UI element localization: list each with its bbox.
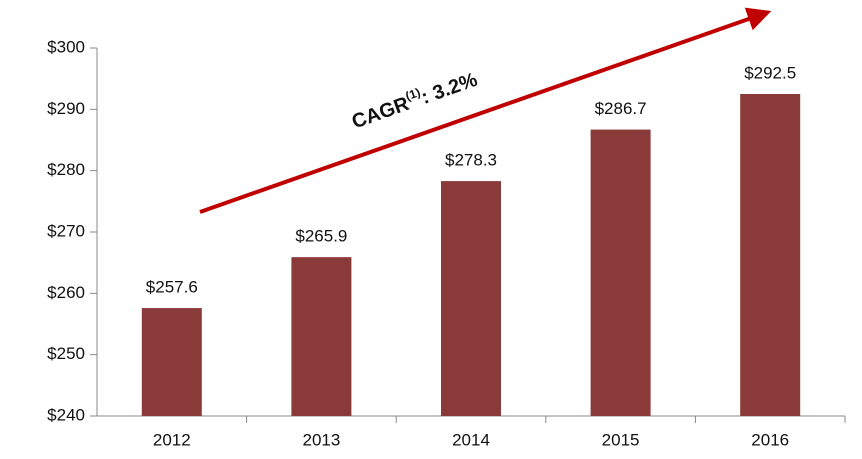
bar xyxy=(441,181,501,416)
y-tick-label: $250 xyxy=(47,344,85,363)
x-tick-label: 2014 xyxy=(452,430,490,449)
value-label: $286.7 xyxy=(595,99,647,118)
annotation-text: : 3.2% xyxy=(419,69,481,109)
x-tick-label: 2016 xyxy=(751,430,789,449)
bar xyxy=(590,129,651,416)
x-tick-label: 2015 xyxy=(602,430,640,449)
y-tick-label: $290 xyxy=(47,99,85,118)
cagr-annotation: CAGR(1): 3.2% xyxy=(348,66,480,134)
value-label: $278.3 xyxy=(445,151,497,170)
y-tick-label: $280 xyxy=(47,160,85,179)
value-label: $257.6 xyxy=(146,278,198,297)
annotation-superscript: (1) xyxy=(404,85,423,103)
x-tick-label: 2012 xyxy=(153,430,191,449)
y-tick-label: $300 xyxy=(47,37,85,56)
value-label: $265.9 xyxy=(295,227,347,246)
y-tick-label: $240 xyxy=(47,405,85,424)
bar xyxy=(141,308,202,416)
annotation-text: CAGR xyxy=(349,93,412,134)
value-label: $292.5 xyxy=(744,63,796,82)
y-tick-label: $260 xyxy=(47,283,85,302)
bar xyxy=(740,94,801,416)
y-tick-label: $270 xyxy=(47,221,85,240)
trend-arrow xyxy=(199,7,772,214)
x-tick-label: 2013 xyxy=(302,430,340,449)
bar xyxy=(291,257,352,416)
